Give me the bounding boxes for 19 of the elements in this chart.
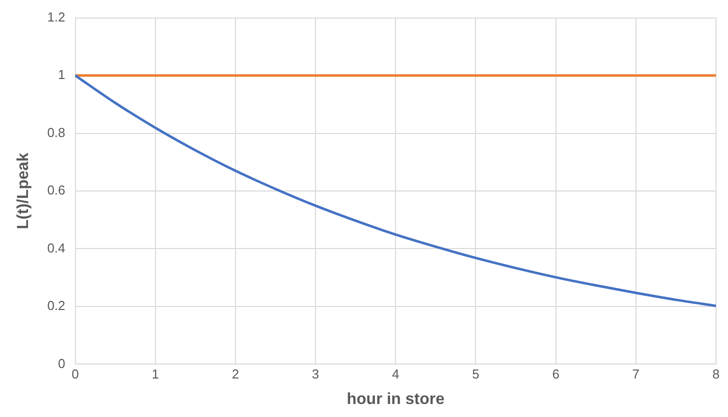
x-tick-label: 1 xyxy=(152,366,159,382)
y-tick-label: 0.8 xyxy=(47,124,66,140)
y-tick-label: 1.2 xyxy=(47,9,66,24)
x-tick-label: 3 xyxy=(312,366,320,382)
y-tick-label: 1 xyxy=(58,67,66,82)
x-tick-label: 2 xyxy=(232,366,240,382)
x-tick-label: 8 xyxy=(712,366,720,382)
y-tick-label: 0.6 xyxy=(47,182,66,198)
y-tick-label: 0.4 xyxy=(47,240,66,256)
x-tick-label: 6 xyxy=(552,366,560,382)
y-tick-label: 0.2 xyxy=(47,298,66,314)
line-series xyxy=(75,74,716,308)
x-tick-label: 0 xyxy=(72,366,79,382)
y-tick-label: 0 xyxy=(58,356,66,371)
x-axis-title: hour in store xyxy=(346,390,445,408)
x-tick-label: 4 xyxy=(392,366,400,382)
x-tick-label: 5 xyxy=(472,366,480,382)
x-tick-label: 7 xyxy=(632,366,640,382)
y-axis-title: L(t)/Lpeak xyxy=(15,152,32,230)
